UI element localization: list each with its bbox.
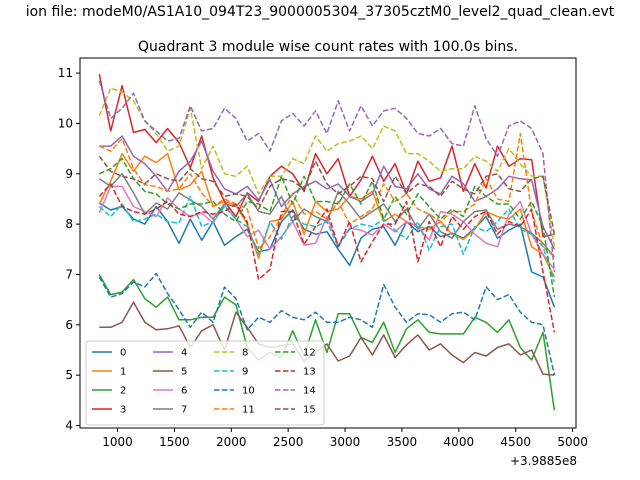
legend-label: 1 [120,367,126,378]
legend-box [85,340,325,426]
series-lines [98,73,556,411]
x-tick-label: 1000 [102,435,133,449]
chart-title: Quadrant 3 module wise count rates with … [138,39,518,55]
x-tick-label: 5000 [557,435,588,449]
legend-label: 9 [242,367,248,378]
x-tick-label: 2500 [273,435,304,449]
legend-label: 15 [303,405,316,416]
y-tick-label: 4 [65,418,73,432]
legend-label: 14 [303,386,316,397]
legend-label: 11 [242,405,255,416]
x-offset-label: +3.9885e8 [510,454,577,468]
y-tick-label: 8 [65,217,73,231]
series-line-3 [98,73,555,238]
series-line-10 [98,272,556,376]
x-tick-label: 2000 [216,435,247,449]
legend-label: 10 [242,386,255,397]
x-tick-label: 4500 [500,435,531,449]
axes-frame [79,57,577,429]
y-tick-label: 10 [58,116,73,130]
legend-label: 6 [181,386,187,397]
legend-label: 4 [181,348,187,359]
series-line-11 [98,132,555,258]
x-tick-label: 4000 [444,435,475,449]
y-tick-label: 5 [65,368,73,382]
y-tick-label: 11 [58,66,73,80]
legend-label: 8 [242,348,248,359]
legend-label: 3 [120,405,126,416]
axis-ticks: 1000 1500 2000 2500 3000 3500 4000 4500 5000 4 5 6 7… [58,66,588,449]
y-tick-label: 9 [65,167,73,181]
legend-label: 13 [303,367,316,378]
legend-label: 0 [120,348,126,359]
series-line-13 [98,183,556,333]
x-tick-label: 3000 [330,435,361,449]
series-line-5 [99,301,555,376]
legend-label: 7 [181,405,187,416]
legend-label: 5 [181,367,187,378]
series-line-2 [98,274,556,411]
series-line-9 [98,195,556,283]
legend-label: 12 [303,348,316,359]
x-tick-label: 3500 [387,435,418,449]
y-tick-label: 7 [65,267,73,281]
x-tick-label: 1500 [159,435,190,449]
series-line-4 [99,135,556,250]
figure-suptitle: ion file: modeM0/AS1A10_094T23_900000530… [26,4,615,20]
legend-label: 2 [120,386,126,397]
series-line-8 [98,87,556,247]
series-line-12 [98,157,556,298]
series-line-15 [98,155,556,235]
series-line-6 [98,185,555,270]
y-tick-label: 6 [65,318,73,332]
